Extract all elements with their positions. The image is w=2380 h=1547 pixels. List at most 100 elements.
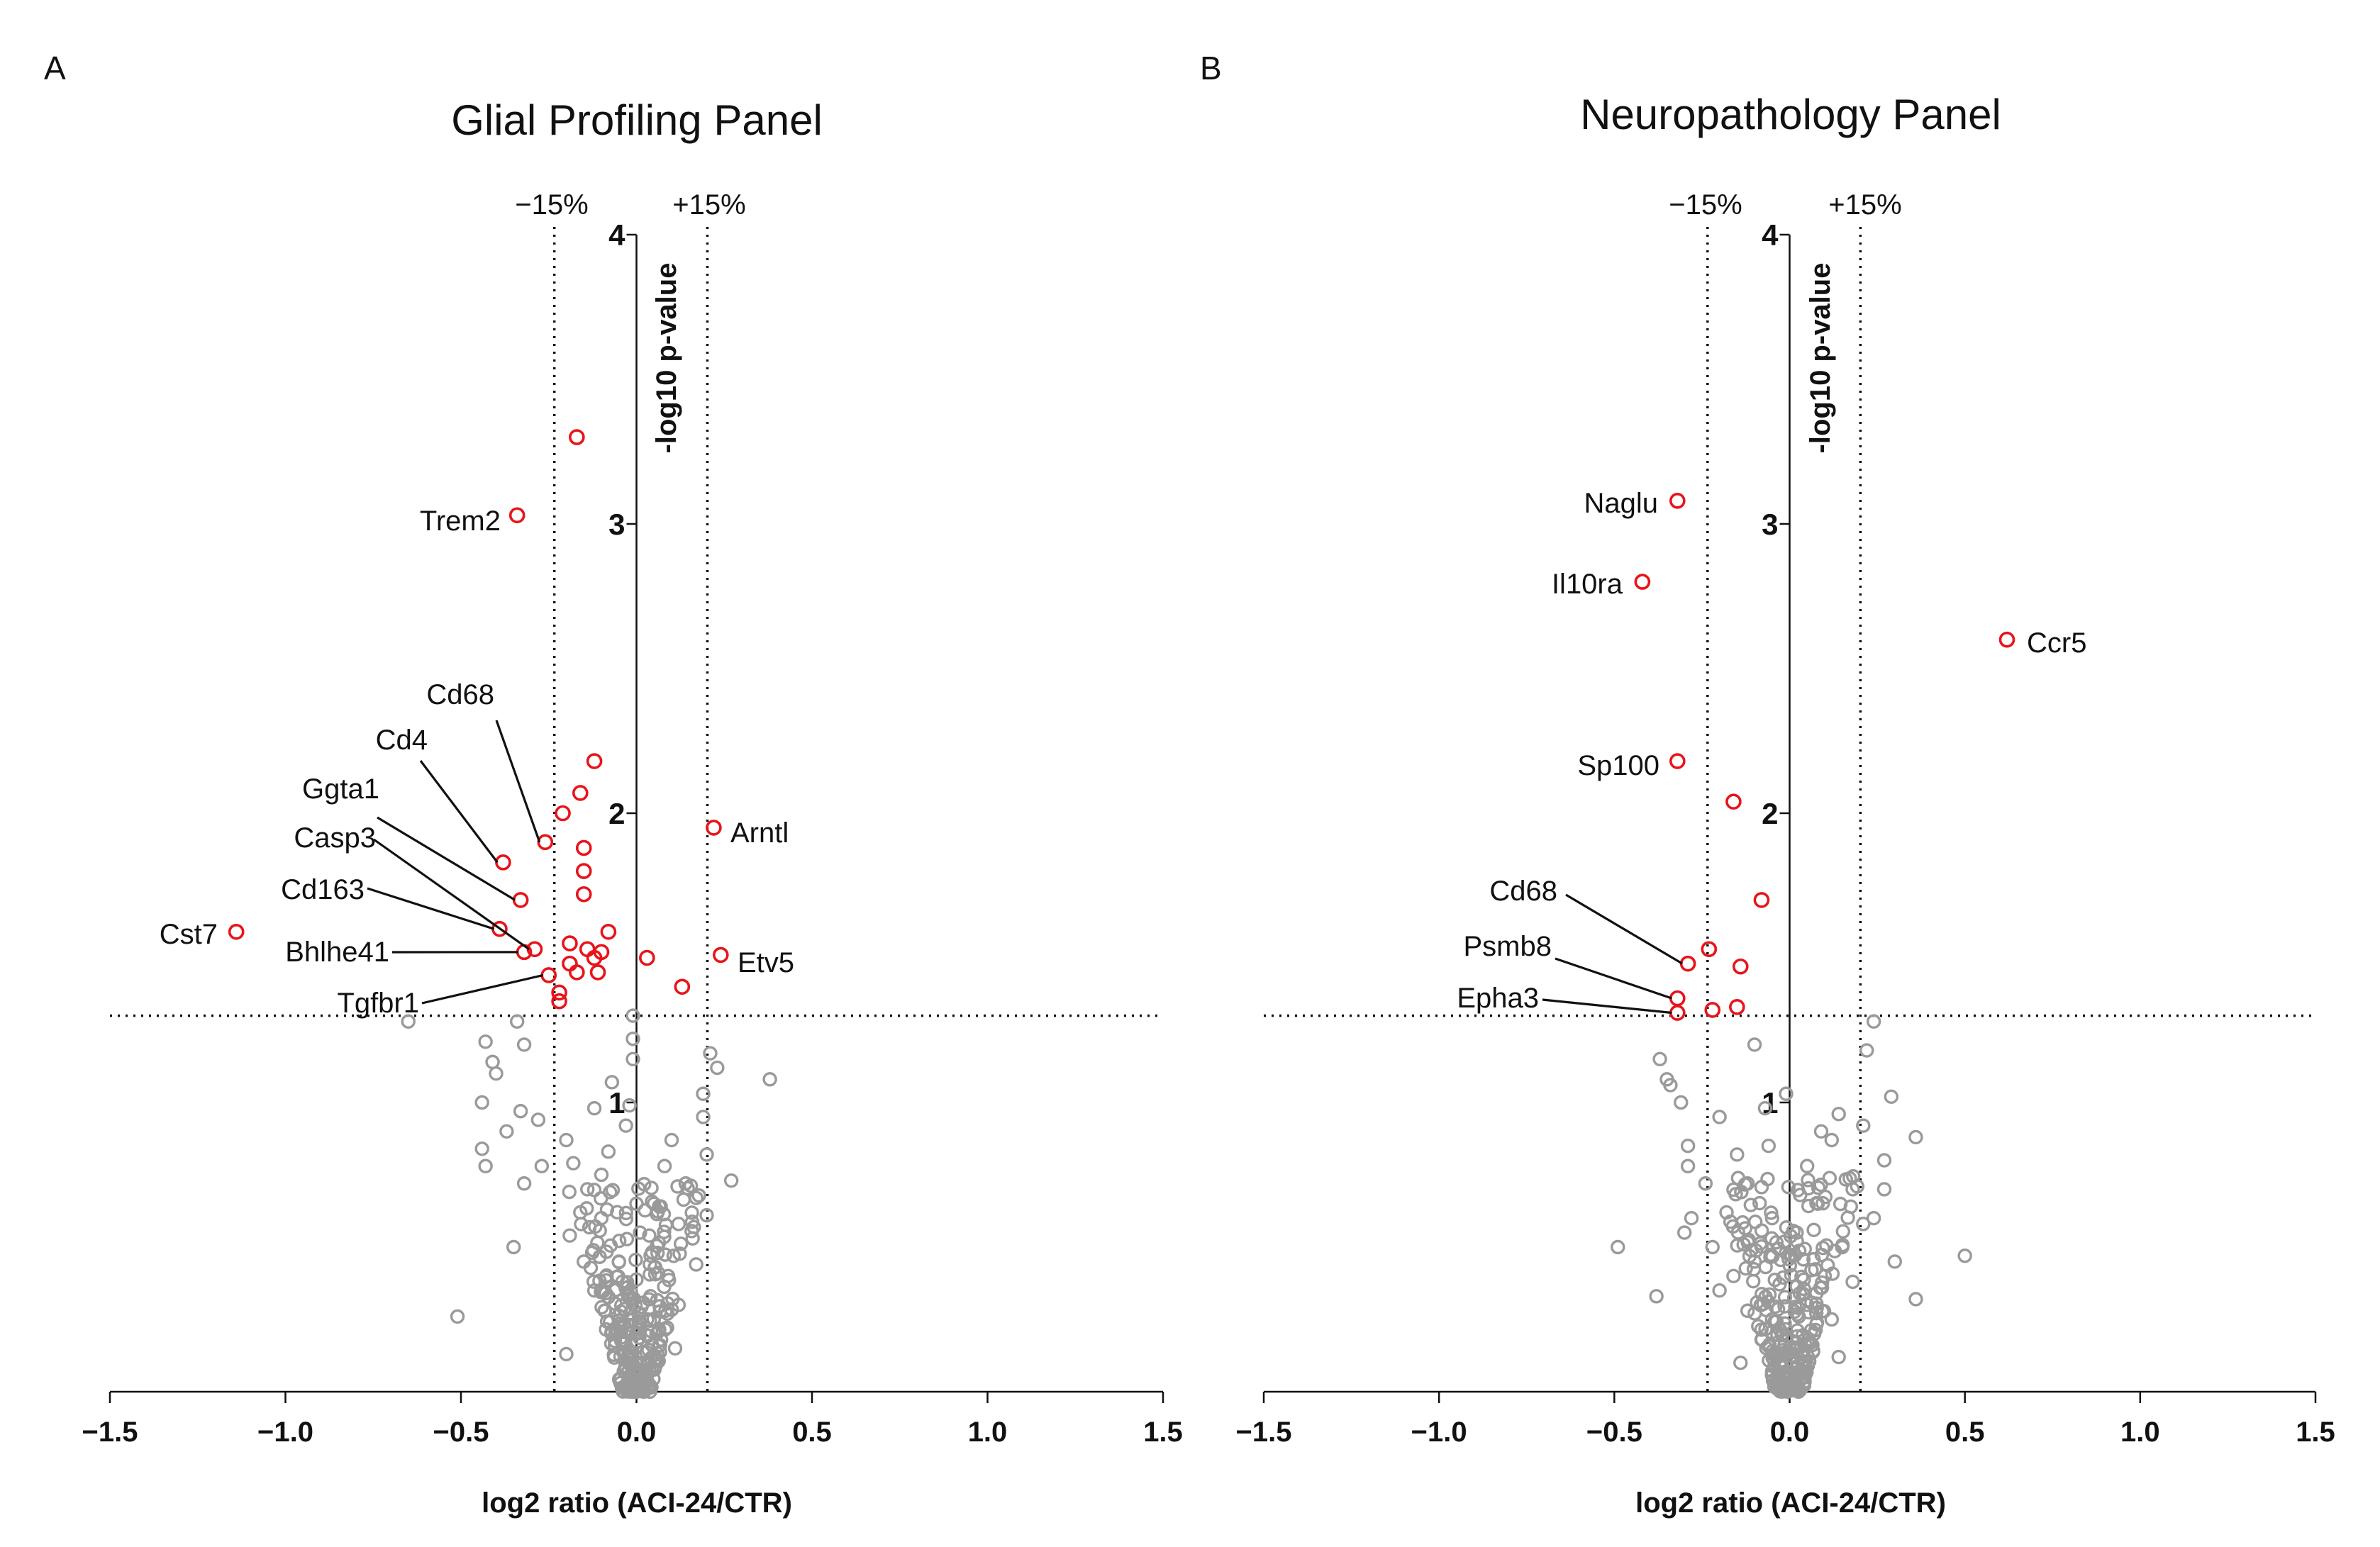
panel-b-point-not-significant — [1825, 1266, 1840, 1281]
panel-b-gene-label-naglu: Naglu — [1584, 488, 1658, 519]
panel-b-point-not-significant — [1809, 1285, 1824, 1301]
panel-b-x-tick-label: −0.5 — [1586, 1417, 1642, 1448]
panel-a-point-not-significant — [638, 1362, 653, 1378]
panel-a-point-significant-ggta1 — [512, 892, 529, 908]
panel-a-point-not-significant — [680, 1180, 695, 1196]
panel-b-point-not-significant — [1859, 1043, 1874, 1058]
panel-a-point-not-significant — [450, 1309, 465, 1324]
panel-a-point-not-significant — [618, 1205, 634, 1221]
panel-b-point-not-significant — [1737, 1177, 1752, 1192]
panel-a-point-not-significant — [657, 1224, 672, 1239]
panel-b-point-not-significant — [1746, 1261, 1762, 1277]
panel-a-gene-label-cd4: Cd4 — [376, 725, 428, 756]
panel-b-point-not-significant — [1611, 1239, 1625, 1255]
panel-a-point-not-significant — [583, 1261, 599, 1275]
panel-b-point-not-significant — [1751, 1319, 1766, 1334]
panel-b-point-not-significant — [1757, 1100, 1773, 1116]
panel-a-point-not-significant — [513, 1104, 528, 1119]
panel-a-point-not-significant — [611, 1233, 627, 1249]
panel-b-point-not-significant — [1747, 1214, 1763, 1229]
panel-b-point-not-significant — [1772, 1322, 1788, 1338]
panel-b-point-not-significant — [1856, 1118, 1871, 1133]
panel-b-x-axis-title: log2 ratio (ACI-24/CTR) — [1635, 1487, 1946, 1519]
panel-b-point-not-significant — [1787, 1304, 1802, 1319]
panel-a-point-not-significant — [618, 1212, 634, 1227]
panel-b-letter: B — [1200, 50, 1222, 86]
panel-b-point-significant-naglu — [1669, 493, 1686, 509]
panel-b-point-significant — [1753, 892, 1770, 908]
panel-a-y-tick-label: 4 — [608, 218, 625, 252]
panel-a-gene-label-tgfbr1: Tgfbr1 — [337, 988, 419, 1019]
panel-b-point-not-significant — [1791, 1300, 1806, 1315]
panel-b-point-not-significant — [1743, 1197, 1759, 1212]
panel-a-point-not-significant — [691, 1188, 706, 1203]
panel-b-point-not-significant — [1796, 1378, 1812, 1393]
panel-b-y-tick-label: 4 — [1762, 218, 1779, 252]
panel-a-y-tick-label: 1 — [608, 1086, 625, 1119]
panel-b-point-not-significant — [1742, 1249, 1757, 1263]
panel-b-point-not-significant — [1777, 1364, 1793, 1380]
panel-b-gene-label-psmb8: Psmb8 — [1464, 931, 1552, 962]
panel-a-gene-label-arntl: Arntl — [730, 817, 789, 849]
panel-a-point-not-significant — [723, 1173, 739, 1188]
panel-b-point-not-significant — [1801, 1180, 1816, 1196]
panel-a-point-not-significant — [762, 1072, 777, 1087]
panel-a-point-significant-cst7 — [228, 923, 245, 940]
panel-b-gene-label-epha3: Epha3 — [1457, 983, 1539, 1014]
panel-b-point-not-significant — [1758, 1322, 1773, 1336]
panel-a-point-not-significant — [610, 1205, 625, 1220]
panel-a-point-not-significant — [625, 1032, 640, 1046]
panel-a-point-not-significant — [485, 1054, 500, 1070]
panel-a-point-not-significant — [559, 1132, 574, 1148]
panel-b-point-not-significant — [1762, 1287, 1777, 1302]
panel-a-point-significant — [569, 429, 585, 445]
panel-a-point-not-significant — [586, 1274, 601, 1289]
panel-b-point-significant-sp100 — [1669, 753, 1686, 769]
panel-a-point-not-significant — [607, 1338, 623, 1353]
panel-a-point-significant-etv5 — [712, 946, 729, 964]
panel-a-point-not-significant — [696, 1110, 711, 1124]
panel-a-point-not-significant — [618, 1118, 633, 1133]
panel-b-point-not-significant — [1800, 1158, 1815, 1173]
panel-a-point-significant — [575, 839, 592, 856]
panel-a-point-significant — [674, 978, 691, 995]
panel-b-x-tick-label: −1.5 — [1236, 1417, 1292, 1448]
panel-a-point-not-significant — [622, 1098, 637, 1113]
panel-b-point-not-significant — [1800, 1336, 1815, 1351]
panel-a-y-tick-label: 3 — [608, 508, 625, 541]
panel-b-point-not-significant — [1884, 1089, 1899, 1105]
panel-b-gene-label-ccr5: Ccr5 — [2027, 627, 2086, 659]
panel-a-point-not-significant — [616, 1363, 631, 1379]
panel-b-point-not-significant — [1779, 1370, 1794, 1386]
panel-b-x-ticks: −1.5 −1.0 −0.5 0.0 0.5 1.0 1.5 — [1236, 1392, 2335, 1448]
panel-b-point-not-significant — [1705, 1239, 1720, 1255]
panel-a-x-tick-label: −0.5 — [433, 1417, 489, 1448]
panel-a-point-not-significant — [597, 1303, 612, 1318]
panel-a-guides — [110, 227, 1163, 1393]
panel-a-point-not-significant — [639, 1344, 654, 1360]
panel-a-gene-labels: Trem2 Arntl Cd68 Cd4 Ggta1 Cst7 Cd163 Casp3 Bhlh… — [160, 506, 794, 1019]
panel-b-x-tick-label: 1.5 — [2296, 1417, 2335, 1448]
panel-a-gene-label-casp3: Casp3 — [294, 822, 376, 854]
panel-a-point-not-significant — [559, 1346, 574, 1362]
panel-a-point-not-significant — [586, 1100, 602, 1116]
panel-b-y-tick-label: 1 — [1762, 1086, 1778, 1119]
panel-a-point-not-significant — [616, 1336, 630, 1351]
panel-b-y-axis-title: -log10 p-value — [1805, 263, 1836, 454]
panel-b-point-not-significant — [1680, 1138, 1696, 1154]
panel-b-point-significant-cd68 — [1679, 955, 1696, 972]
panel-b-point-not-significant — [1725, 1219, 1740, 1234]
panel-a-point-not-significant — [671, 1217, 686, 1232]
panel-b-point-not-significant — [1813, 1177, 1828, 1193]
panel-b-point-not-significant — [1866, 1014, 1881, 1029]
panel-a-point-not-significant — [625, 1051, 640, 1067]
panel-b-point-significant — [1725, 793, 1742, 810]
panel-b-point-not-significant — [1761, 1138, 1776, 1154]
panel-b-point-not-significant — [1845, 1274, 1860, 1290]
panel-a-point-significant — [579, 941, 596, 958]
panel-b-point-not-significant — [1816, 1304, 1832, 1319]
panel-a-leader-line-cd68 — [495, 720, 541, 843]
panel-a-point-not-significant — [562, 1184, 577, 1200]
panel-a-point-not-significant — [647, 1260, 662, 1275]
